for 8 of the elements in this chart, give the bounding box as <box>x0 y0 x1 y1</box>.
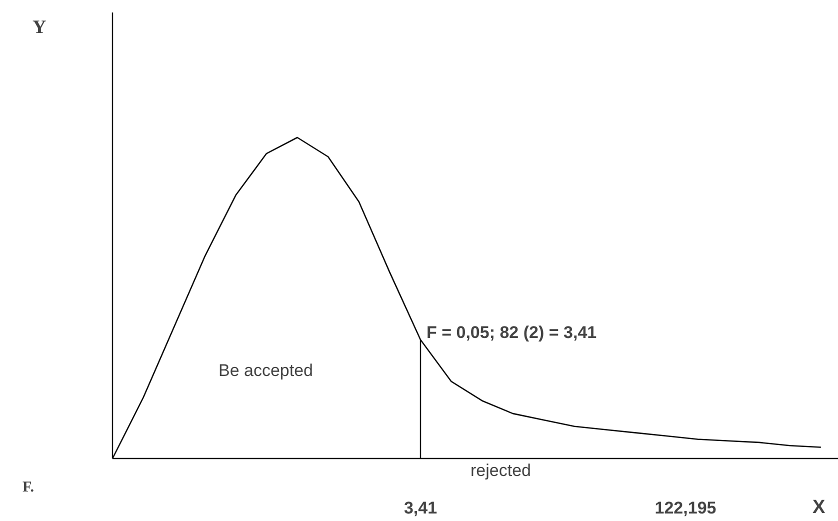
text: 122,195 <box>654 498 716 518</box>
text: F. <box>22 480 34 496</box>
annotation: F = 0,05; 82 (2) = 3,41 <box>426 323 597 342</box>
text: 3,41 <box>404 498 438 518</box>
text: Y <box>32 17 46 38</box>
annotation: Be accepted <box>218 361 314 380</box>
text: rejected <box>470 461 531 480</box>
x-axis-title: X <box>812 497 826 518</box>
